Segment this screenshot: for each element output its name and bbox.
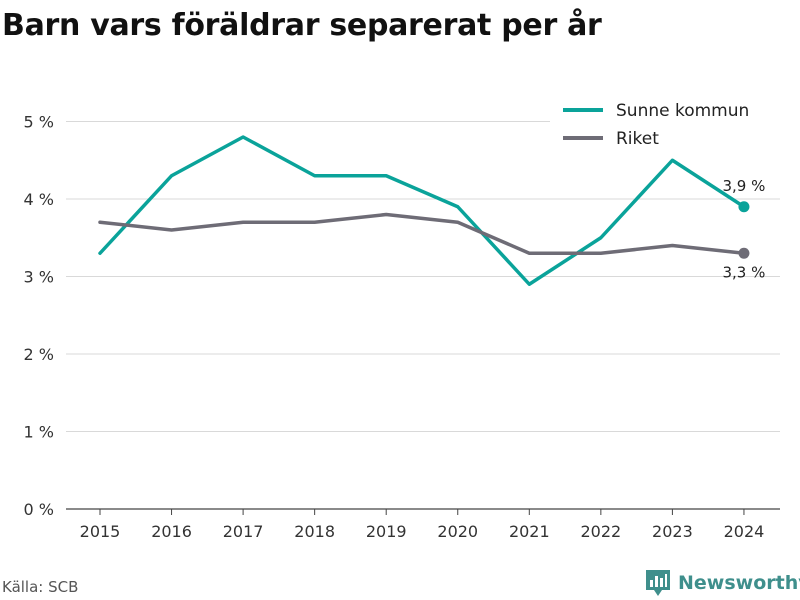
legend-label-1: Riket xyxy=(616,129,659,149)
brand-name: Newsworthy xyxy=(678,572,800,594)
series-line-0 xyxy=(98,135,746,286)
x-tick-label: 2023 xyxy=(652,522,693,541)
brand-logo[interactable]: Newsworthy xyxy=(644,568,800,598)
y-tick-label: 2 % xyxy=(24,345,54,364)
x-tick-label: 2018 xyxy=(294,522,335,541)
x-tick-label: 2021 xyxy=(509,522,550,541)
legend: Sunne kommun Riket xyxy=(550,93,782,157)
end-label-0: 3,9 % xyxy=(723,177,766,195)
x-axis: 2015 2016 2017 2018 2019 2020 2021 2022 2023 2024 xyxy=(66,508,780,541)
y-tick-label: 3 % xyxy=(24,268,54,287)
y-tick-label: 5 % xyxy=(24,113,54,132)
legend-background xyxy=(550,93,782,157)
y-tick-label: 4 % xyxy=(24,190,54,209)
x-tick-label: 2020 xyxy=(437,522,478,541)
chart-title: Barn vars föräldrar separerat per år xyxy=(2,8,602,43)
series-lines: 3,9 % 3,3 % xyxy=(98,135,766,286)
source-note: Källa: SCB xyxy=(2,578,79,596)
grid-lines xyxy=(66,121,780,432)
newsworthy-logo-icon xyxy=(646,570,670,596)
x-tick-label: 2022 xyxy=(580,522,621,541)
x-tick-label: 2016 xyxy=(151,522,192,541)
x-tick-label: 2015 xyxy=(80,522,121,541)
legend-label-0: Sunne kommun xyxy=(616,101,749,121)
y-tick-label: 0 % xyxy=(24,500,54,519)
x-tick-label: 2017 xyxy=(223,522,264,541)
end-label-1: 3,3 % xyxy=(723,263,766,281)
y-tick-label: 1 % xyxy=(24,423,54,442)
end-point-0 xyxy=(738,201,750,213)
y-axis-ticks: 0 % 1 % 2 % 3 % 4 % 5 % xyxy=(24,113,54,520)
series-line-1 xyxy=(98,212,746,255)
x-tick-label: 2019 xyxy=(366,522,407,541)
end-point-1 xyxy=(738,247,750,259)
x-tick-label: 2024 xyxy=(724,522,765,541)
